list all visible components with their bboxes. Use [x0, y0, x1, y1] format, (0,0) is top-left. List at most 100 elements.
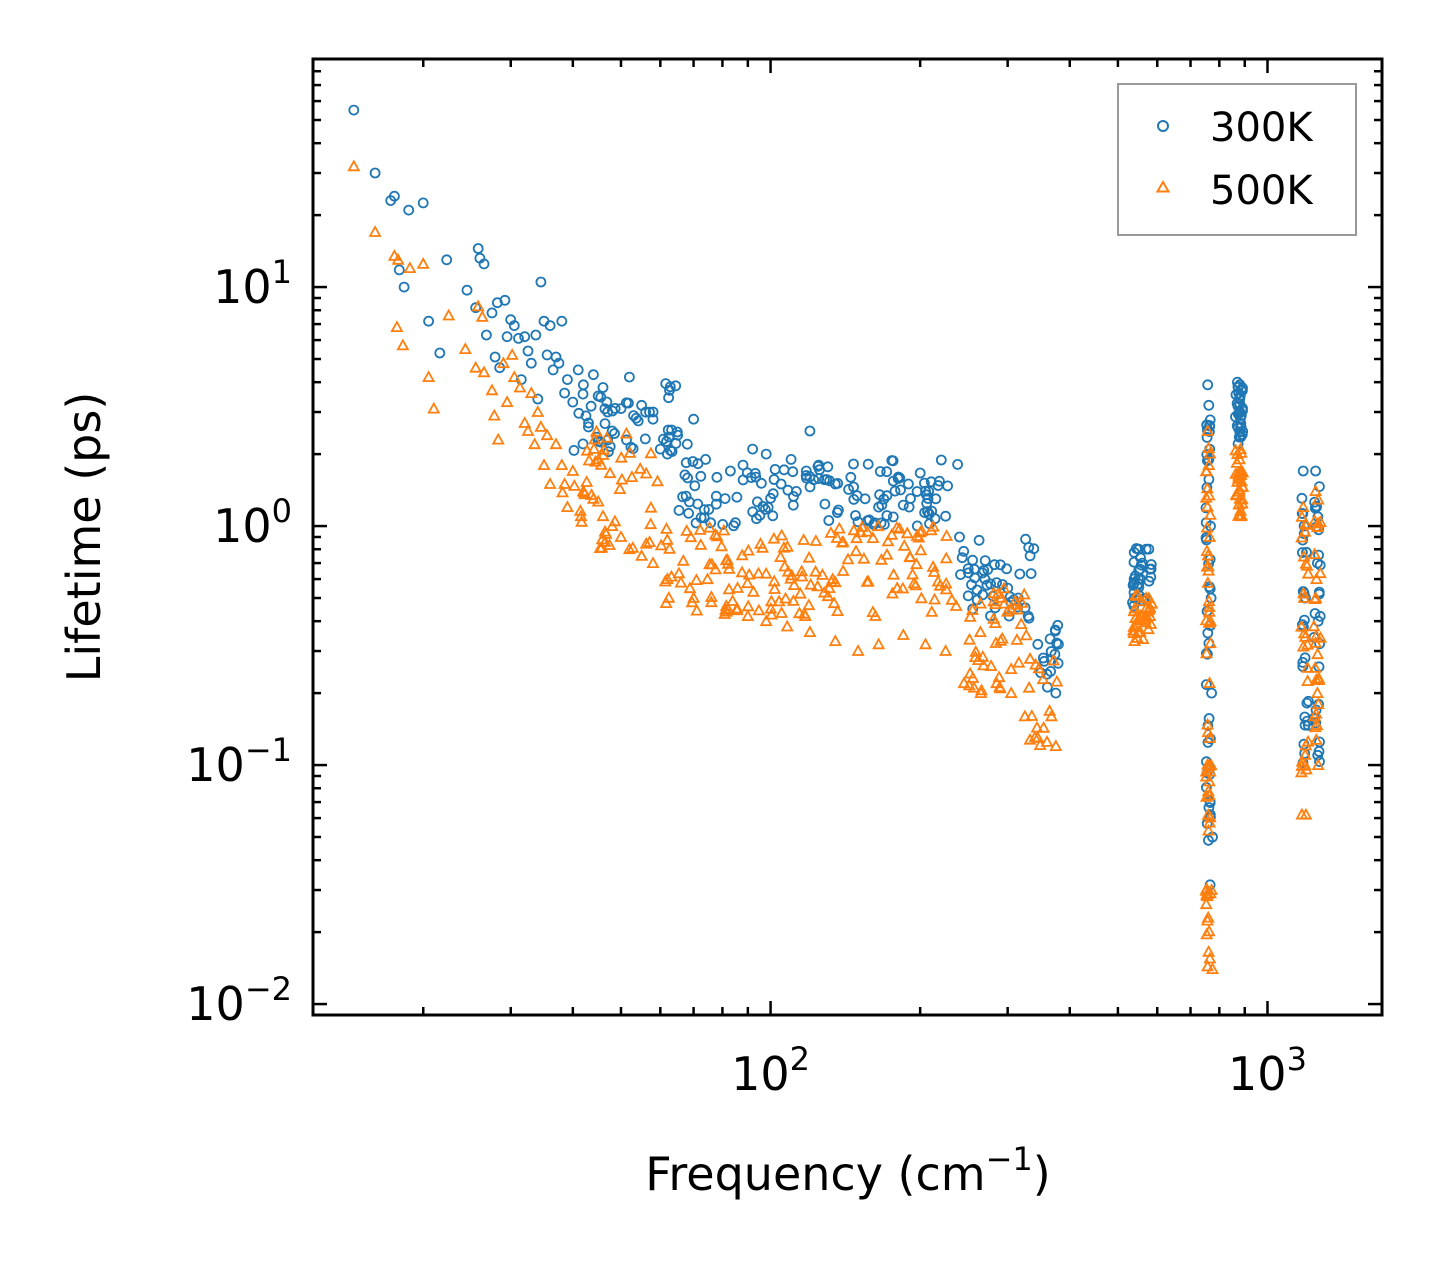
point-300k [583, 417, 594, 429]
point-500k [965, 603, 980, 615]
point-500k [1201, 808, 1215, 820]
point-500k [1201, 887, 1215, 899]
point-300k [580, 410, 592, 422]
point-500k [1308, 592, 1322, 604]
point-300k [599, 418, 611, 430]
point-300k [768, 474, 780, 485]
point-300k [1143, 543, 1155, 555]
point-500k [555, 485, 570, 498]
point-300k [1045, 666, 1056, 677]
point-500k [427, 401, 441, 414]
point-500k [906, 567, 920, 580]
point-500k [1203, 530, 1217, 542]
point-500k [595, 540, 609, 553]
point-500k [927, 565, 941, 577]
point-500k [608, 514, 622, 527]
point-300k [658, 433, 669, 445]
point-300k [1133, 578, 1145, 590]
point-500k [422, 370, 436, 383]
point-300k [398, 281, 410, 293]
point-500k [680, 524, 694, 536]
point-300k [705, 517, 717, 529]
point-500k [832, 521, 846, 534]
point-500k [1296, 586, 1311, 599]
point-500k [809, 534, 823, 546]
point-500k [759, 614, 773, 627]
point-300k [725, 465, 736, 477]
point-300k [1303, 695, 1314, 707]
point-500k [703, 557, 717, 570]
point-500k [1301, 566, 1315, 579]
point-300k [1301, 697, 1313, 709]
point-500k [1199, 490, 1213, 503]
point-500k [1202, 615, 1216, 628]
point-500k [1232, 472, 1246, 484]
point-500k [793, 586, 807, 599]
point-300k [682, 472, 693, 484]
point-500k [1308, 720, 1322, 733]
point-500k [1299, 738, 1313, 751]
point-500k [976, 658, 991, 671]
point-500k [890, 581, 904, 593]
point-500k [1129, 611, 1143, 623]
point-500k [1203, 951, 1217, 964]
legend-label-300k: 300K [1210, 105, 1314, 151]
point-500k [646, 556, 660, 568]
point-500k [962, 632, 977, 645]
point-300k [845, 471, 857, 483]
point-500k [650, 474, 665, 487]
point-500k [585, 488, 599, 500]
point-500k [962, 678, 976, 691]
point-500k [1295, 510, 1309, 522]
point-500k [1127, 634, 1142, 646]
point-500k [1127, 620, 1141, 632]
point-500k [949, 599, 963, 611]
point-500k [881, 534, 895, 547]
point-500k [1037, 720, 1051, 733]
point-500k [718, 607, 732, 619]
point-300k [903, 478, 914, 490]
point-500k [1230, 456, 1244, 468]
point-500k [1313, 566, 1327, 579]
point-300k [710, 498, 722, 510]
point-300k [632, 415, 644, 427]
point-300k [954, 531, 965, 543]
point-300k [760, 448, 772, 460]
point-500k [674, 575, 688, 588]
point-500k [775, 606, 789, 618]
point-500k [1201, 959, 1215, 972]
point-300k [762, 501, 774, 513]
point-500k [1297, 549, 1311, 562]
point-500k [1308, 547, 1322, 560]
point-300k [423, 315, 435, 327]
point-500k [598, 534, 612, 547]
point-500k [804, 577, 818, 590]
point-300k [544, 320, 556, 332]
point-300k [1206, 687, 1217, 699]
point-500k [660, 532, 674, 545]
point-500k [1022, 680, 1036, 693]
point-500k [1202, 594, 1216, 606]
point-500k [731, 581, 745, 593]
point-500k [890, 520, 904, 533]
point-500k [477, 365, 491, 378]
point-300k [848, 493, 860, 505]
point-500k [828, 634, 842, 646]
point-300k [878, 493, 890, 505]
point-500k [772, 594, 786, 607]
point-500k [827, 596, 841, 609]
point-300k [666, 424, 677, 436]
point-300k [599, 403, 611, 415]
point-300k [731, 491, 743, 503]
point-300k [567, 396, 579, 408]
point-500k [1142, 603, 1156, 615]
x-tick-label: 102 [731, 1040, 810, 1101]
legend-marker-300k [1157, 120, 1169, 132]
point-300k [1023, 542, 1035, 553]
point-500k [735, 565, 749, 578]
point-300k [1135, 559, 1147, 571]
point-300k [1313, 549, 1324, 561]
point-300k [535, 276, 547, 288]
point-300k [952, 458, 963, 470]
